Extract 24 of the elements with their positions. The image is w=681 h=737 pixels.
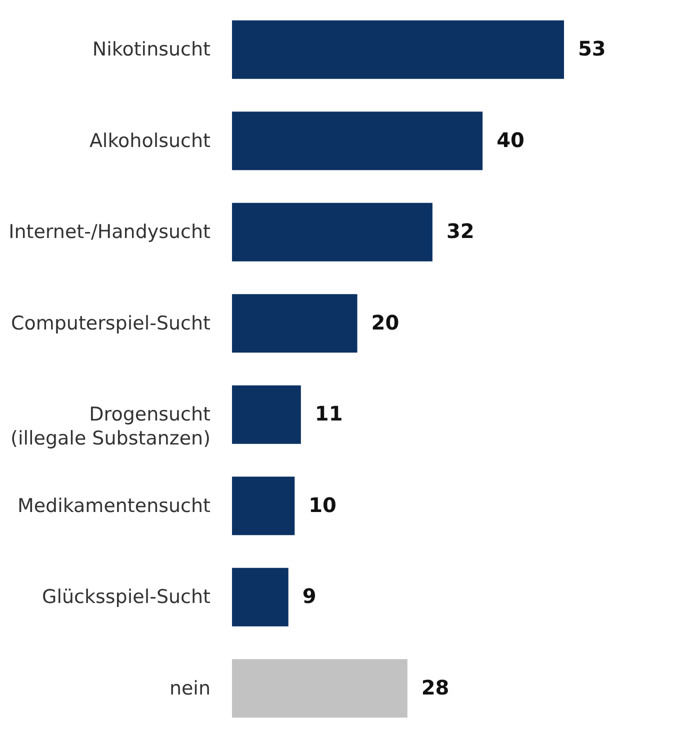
data-label: 10 xyxy=(308,492,336,517)
bar xyxy=(232,568,288,626)
bar xyxy=(232,659,408,718)
data-label: 20 xyxy=(371,310,400,334)
y-tick-label: Internet-/Handysucht xyxy=(8,221,210,244)
data-label: 53 xyxy=(578,36,606,61)
data-label: 40 xyxy=(496,128,524,152)
y-tick-label: Medikamentensucht xyxy=(17,494,210,517)
data-label: 28 xyxy=(421,675,450,700)
y-tick-label: Drogensucht (illegale Substanzen) xyxy=(10,404,210,450)
data-label: 9 xyxy=(302,584,316,608)
bar xyxy=(232,20,564,79)
bar xyxy=(232,112,483,170)
data-label: 32 xyxy=(446,219,474,244)
bar xyxy=(232,476,295,536)
y-tick-label: Computerspiel-Sucht xyxy=(10,312,210,334)
y-tick-label: nein xyxy=(169,677,210,700)
y-tick-label: Alkoholsucht xyxy=(89,130,210,152)
bar xyxy=(232,294,358,353)
y-tick-label: Glücksspiel-Sucht xyxy=(42,586,210,608)
y-tick-label: Nikotinsucht xyxy=(92,38,210,61)
bar xyxy=(232,202,432,262)
data-label: 11 xyxy=(314,402,343,426)
bar xyxy=(232,385,301,444)
